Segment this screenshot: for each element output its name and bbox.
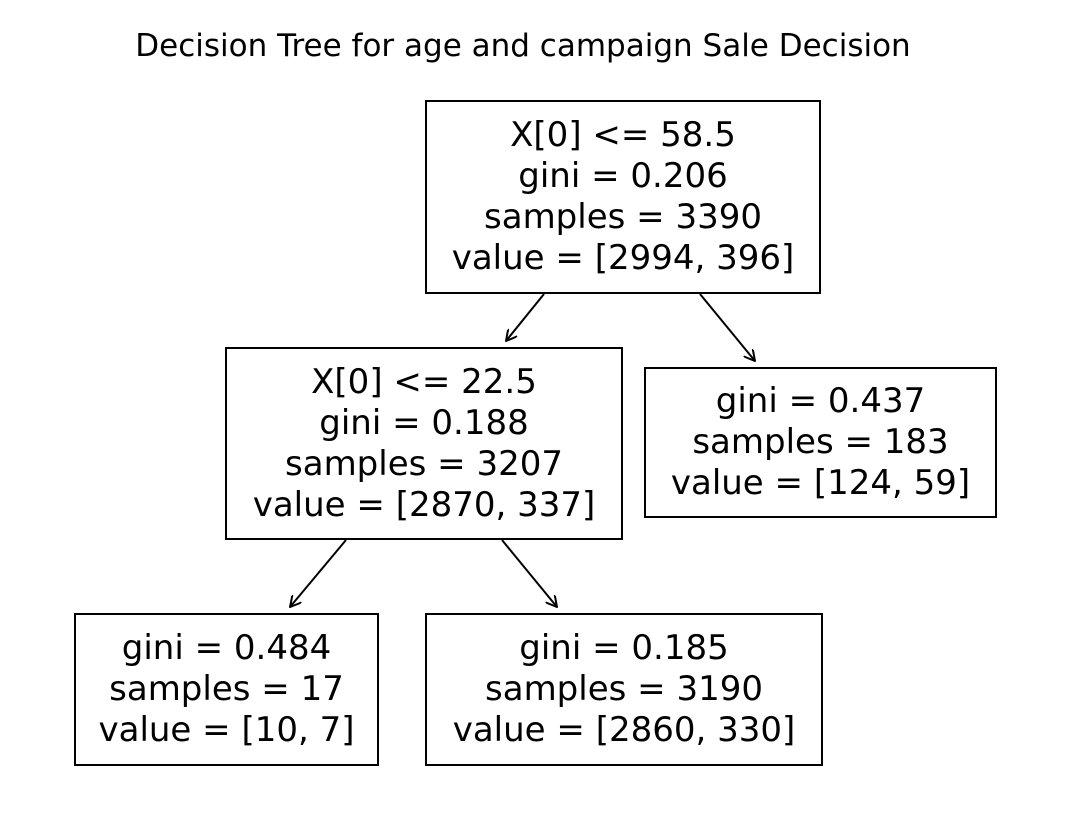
tree-node-root: X[0] <= 58.5 gini = 0.206 samples = 3390… [425, 100, 821, 294]
tree-leaf-left-right: gini = 0.185 samples = 3190 value = [286… [425, 613, 823, 766]
edge-left-to-left-right-leaf [501, 539, 557, 607]
chart-title: Decision Tree for age and campaign Sale … [135, 28, 911, 64]
node-value: value = [2860, 330] [452, 710, 796, 750]
node-gini: gini = 0.437 [715, 381, 926, 421]
node-samples: samples = 183 [692, 422, 949, 462]
tree-leaf-left-left: gini = 0.484 samples = 17 value = [10, 7… [74, 613, 379, 766]
node-value: value = [2870, 337] [252, 484, 596, 525]
node-split-rule: X[0] <= 58.5 [510, 115, 736, 155]
tree-node-left: X[0] <= 22.5 gini = 0.188 samples = 3207… [225, 347, 623, 540]
edge-root-to-left [506, 293, 545, 341]
node-samples: samples = 3207 [285, 443, 563, 484]
node-gini: gini = 0.206 [518, 156, 728, 196]
edge-root-to-right-leaf [699, 293, 755, 361]
node-value: value = [2994, 396] [451, 238, 795, 278]
node-gini: gini = 0.185 [519, 628, 729, 668]
node-split-rule: X[0] <= 22.5 [311, 361, 537, 402]
tree-leaf-right: gini = 0.437 samples = 183 value = [124,… [644, 367, 997, 518]
edge-left-to-left-left-leaf [290, 539, 347, 607]
node-samples: samples = 17 [109, 669, 344, 709]
node-value: value = [124, 59] [670, 463, 971, 503]
node-samples: samples = 3190 [485, 669, 763, 709]
node-samples: samples = 3390 [484, 197, 762, 237]
node-gini: gini = 0.484 [121, 628, 332, 668]
node-value: value = [10, 7] [98, 710, 355, 750]
node-gini: gini = 0.188 [319, 402, 529, 443]
